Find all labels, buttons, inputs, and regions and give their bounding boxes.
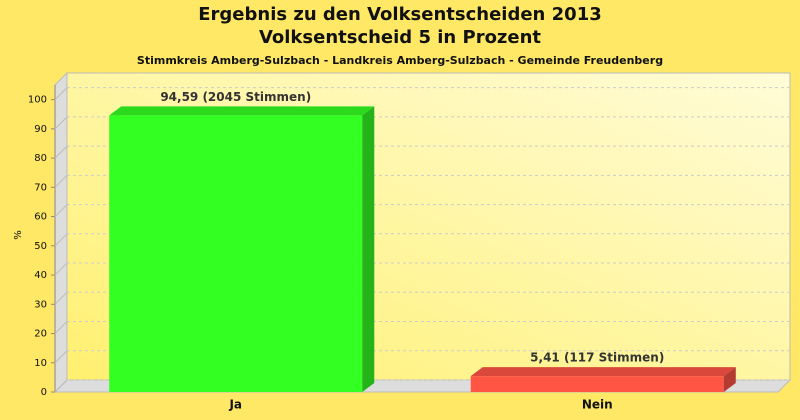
y-tick-label: 40 xyxy=(34,270,47,281)
bar xyxy=(470,376,724,392)
y-tick-label: 90 xyxy=(34,124,47,135)
bar-side xyxy=(723,367,736,392)
grid-line xyxy=(54,291,68,305)
grid-line xyxy=(54,87,68,100)
y-tick-label: 60 xyxy=(34,212,47,223)
grid-line xyxy=(54,116,68,130)
value-label: 5,41 (117 Stimmen) xyxy=(530,351,664,365)
bar xyxy=(109,115,363,392)
y-tick-label: 80 xyxy=(34,153,47,164)
x-tick-label: Nein xyxy=(582,398,613,412)
grid-line xyxy=(54,233,68,247)
chart-caption: Stimmkreis Amberg-Sulzbach - Landkreis A… xyxy=(137,54,663,67)
y-tick-label: 70 xyxy=(34,182,47,193)
y-tick-label: 10 xyxy=(34,358,47,369)
y-axis-label: % xyxy=(13,230,24,240)
grid-line xyxy=(54,262,68,276)
chart-subtitle: Volksentscheid 5 in Prozent xyxy=(259,27,541,48)
grid-line xyxy=(54,350,68,364)
y-tick-label: 20 xyxy=(34,329,47,340)
grid-line xyxy=(54,204,68,217)
y-tick-label: 50 xyxy=(34,241,47,252)
y-tick-label: 30 xyxy=(34,299,47,310)
grid-line xyxy=(54,174,68,188)
y-tick-label: 0 xyxy=(41,387,47,398)
bar-top xyxy=(470,367,736,377)
grid-line xyxy=(54,145,68,159)
side-wall xyxy=(54,71,68,394)
x-tick-label: Ja xyxy=(228,398,242,412)
bar-top xyxy=(109,106,375,116)
grid-line xyxy=(54,321,68,334)
y-tick-label: 100 xyxy=(28,95,47,106)
value-label: 94,59 (2045 Stimmen) xyxy=(160,90,311,104)
bar-side xyxy=(362,106,375,392)
chart-title: Ergebnis zu den Volksentscheiden 2013 xyxy=(198,4,602,25)
grid-line xyxy=(54,379,68,393)
